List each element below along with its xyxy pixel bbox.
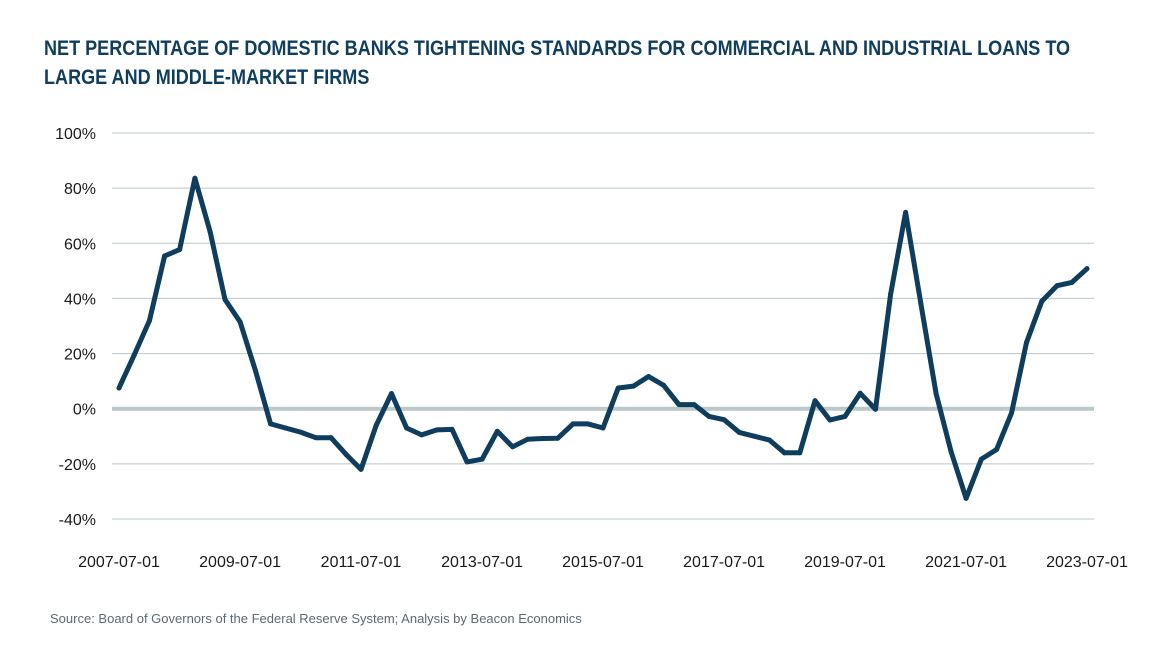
series-line <box>116 175 1090 501</box>
data-point <box>933 391 939 397</box>
data-point <box>510 444 516 450</box>
y-axis: -40% -20% 0% 20% 40% 60% 80% 100% <box>55 126 96 529</box>
x-axis: 2007-07-01 2009-07-01 2011-07-01 2013-07-01… <box>78 554 1128 571</box>
data-point <box>857 390 863 396</box>
data-point <box>782 450 788 456</box>
x-tick-label: 2007-07-01 <box>78 554 160 571</box>
y-tick-label: 80% <box>64 181 96 198</box>
data-point <box>1039 298 1045 304</box>
data-point <box>570 421 576 427</box>
data-point <box>676 402 682 408</box>
data-point <box>494 428 500 434</box>
x-tick-label: 2013-07-01 <box>441 554 523 571</box>
x-tick-label: 2015-07-01 <box>562 554 644 571</box>
data-point <box>585 421 591 427</box>
data-point <box>948 448 954 454</box>
data-point <box>358 466 364 472</box>
data-point <box>479 456 485 462</box>
data-point <box>630 383 636 389</box>
y-tick-label: 0% <box>73 402 96 419</box>
data-point <box>252 367 258 373</box>
data-point <box>222 297 228 303</box>
y-tick-label: -20% <box>59 457 96 474</box>
data-point <box>434 427 440 433</box>
y-tick-label: -40% <box>59 512 96 529</box>
data-point <box>888 291 894 297</box>
x-tick-label: 2009-07-01 <box>199 554 281 571</box>
data-point <box>1084 266 1090 272</box>
data-point <box>600 425 606 431</box>
data-point <box>313 435 319 441</box>
x-tick-label: 2021-07-01 <box>925 554 1007 571</box>
data-point <box>752 433 758 439</box>
data-point <box>661 382 667 388</box>
data-point <box>131 352 137 358</box>
data-point <box>555 435 561 441</box>
data-point <box>1024 340 1030 346</box>
gridlines <box>112 132 1094 520</box>
data-point <box>615 385 621 391</box>
x-tick-label: 2019-07-01 <box>804 554 886 571</box>
y-tick-label: 20% <box>64 347 96 364</box>
series-group <box>116 175 1090 501</box>
data-point <box>1054 283 1060 289</box>
data-point <box>419 432 425 438</box>
data-point <box>540 435 546 441</box>
data-point <box>328 435 334 441</box>
data-point <box>646 373 652 379</box>
data-point <box>903 209 909 215</box>
data-point <box>282 425 288 431</box>
data-point <box>116 385 122 391</box>
data-point <box>736 429 742 435</box>
source-note: Source: Board of Governors of the Federa… <box>50 611 582 626</box>
data-point <box>192 175 198 181</box>
data-point <box>872 406 878 412</box>
data-point <box>706 413 712 419</box>
data-point <box>994 447 1000 453</box>
y-tick-label: 60% <box>64 236 96 253</box>
data-point <box>963 495 969 501</box>
data-point <box>404 425 410 431</box>
y-tick-label: 40% <box>64 291 96 308</box>
x-tick-label: 2017-07-01 <box>683 554 765 571</box>
data-point <box>1008 410 1014 416</box>
data-point <box>978 456 984 462</box>
data-point <box>842 413 848 419</box>
data-point <box>177 247 183 253</box>
data-point <box>1069 279 1075 285</box>
data-point <box>207 229 213 235</box>
data-point <box>918 301 924 307</box>
data-point <box>298 429 304 435</box>
data-point <box>449 426 455 432</box>
data-point <box>524 436 530 442</box>
data-point <box>464 459 470 465</box>
data-point <box>691 402 697 408</box>
chart-title: NET PERCENTAGE OF DOMESTIC BANKS TIGHTEN… <box>44 37 1071 89</box>
data-point <box>721 417 727 423</box>
data-point <box>797 450 803 456</box>
data-point <box>343 451 349 457</box>
data-point <box>812 398 818 404</box>
x-tick-label: 2023-07-01 <box>1046 554 1128 571</box>
y-tick-label: 100% <box>55 126 96 143</box>
data-point <box>268 421 274 427</box>
data-point <box>162 253 168 259</box>
x-tick-label: 2011-07-01 <box>321 554 402 571</box>
data-point <box>388 391 394 397</box>
data-point <box>766 437 772 443</box>
data-point <box>373 422 379 428</box>
data-point <box>827 417 833 423</box>
data-point <box>237 319 243 325</box>
data-point <box>146 317 152 323</box>
